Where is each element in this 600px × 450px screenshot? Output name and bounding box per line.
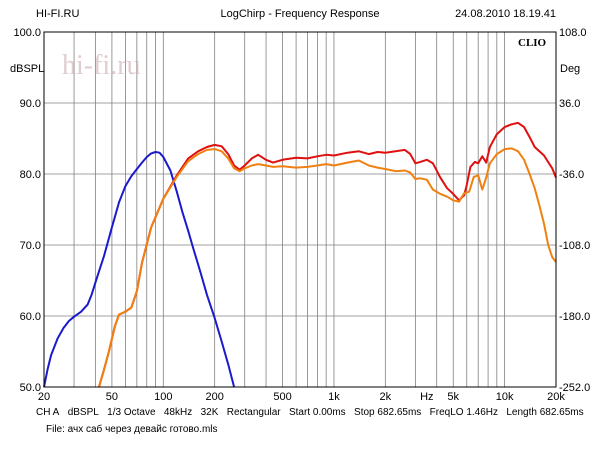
x-tick-label: 2k — [380, 391, 392, 403]
footer-unit: dBSPL — [67, 407, 99, 418]
header-left: HI-FI.RU — [36, 8, 80, 20]
footer-start: Start 0.00ms — [288, 407, 346, 418]
footer-window: Rectangular — [226, 407, 281, 418]
y2-tick-label: 36.0 — [559, 98, 580, 110]
x-tick-label: 5k — [447, 391, 459, 403]
y-tick-label: 50.0 — [20, 382, 41, 394]
x-tick-label: 20 — [38, 391, 50, 403]
footer-channel: CH A — [36, 407, 60, 418]
x-tick-label: 10k — [496, 391, 514, 403]
footer-freqlo: FreqLO 1.46Hz — [429, 407, 499, 418]
series-lines — [43, 121, 557, 388]
y2-tick-label: -108.0 — [559, 240, 590, 252]
series-line-2 — [98, 121, 557, 388]
chart-title: LogChirp - Frequency Response — [220, 8, 380, 20]
clio-logo: CLIO — [518, 37, 547, 49]
footer-stop: Stop 682.65ms — [354, 407, 422, 418]
footer-settings: CH A dBSPL 1/3 Octave 48kHz 32K Rectangu… — [36, 407, 584, 418]
y-tick-label: 60.0 — [20, 311, 41, 323]
y-tick-label: 80.0 — [20, 169, 41, 181]
watermark: hi-fi.ru — [62, 50, 141, 81]
x-tick-label: Hz — [420, 391, 433, 403]
footer-length: Length 682.65ms — [506, 407, 584, 418]
plot-frame — [43, 31, 557, 388]
grid — [44, 32, 556, 387]
x-tick-label: 1k — [328, 391, 340, 403]
y2-tick-label: 108.0 — [559, 27, 587, 39]
series-line-3 — [98, 147, 557, 388]
y-tick-label: 100.0 — [13, 27, 41, 39]
x-tick-label: 50 — [106, 391, 118, 403]
y2-tick-label: -36.0 — [559, 169, 584, 181]
y-tick-label: 90.0 — [20, 98, 41, 110]
x-tick-label: 20k — [547, 391, 565, 403]
y2-tick-label: -252.0 — [559, 382, 590, 394]
x-tick-label: 200 — [205, 391, 223, 403]
series-line-1 — [43, 151, 236, 388]
y2-axis-label: Deg — [560, 63, 580, 75]
footer-file: File: ачх саб через девайс готово.mls — [46, 424, 218, 435]
header-timestamp: 24.08.2010 18.19.41 — [455, 8, 556, 20]
y-axis-label: dBSPL — [10, 63, 44, 75]
y-tick-label: 70.0 — [20, 240, 41, 252]
x-tick-label: 100 — [154, 391, 172, 403]
footer-size: 32K — [200, 407, 219, 418]
tick-labels: 100.0 90.0 80.0 70.0 60.0 50.0 108.0 36.0 -36.0 -… — [13, 27, 590, 403]
x-tick-label: 500 — [273, 391, 291, 403]
footer-samplerate: 48kHz — [163, 407, 193, 418]
y2-tick-label: -180.0 — [559, 311, 590, 323]
footer-smoothing: 1/3 Octave — [107, 407, 156, 418]
